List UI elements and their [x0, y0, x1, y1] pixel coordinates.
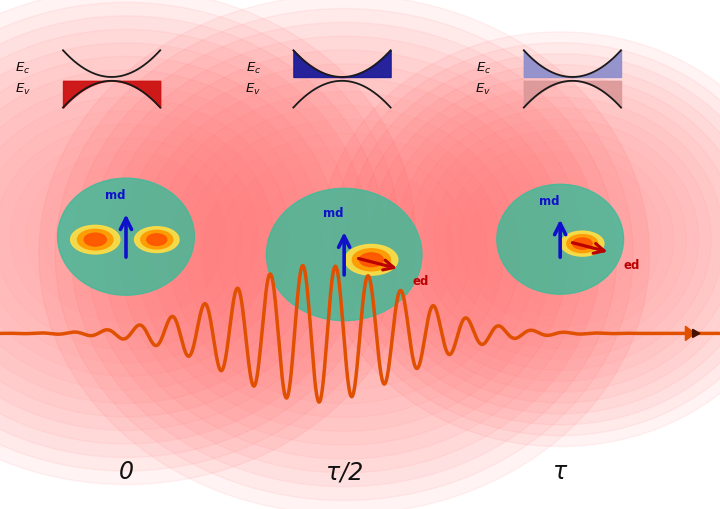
Ellipse shape — [497, 184, 624, 294]
Text: $E_c$: $E_c$ — [246, 61, 261, 76]
Text: 0: 0 — [119, 460, 133, 485]
Ellipse shape — [561, 231, 604, 256]
Text: md: md — [539, 194, 559, 208]
Ellipse shape — [359, 253, 383, 267]
Ellipse shape — [572, 238, 592, 249]
Text: ed: ed — [413, 275, 429, 288]
Text: md: md — [323, 207, 343, 220]
Text: ed: ed — [624, 259, 639, 271]
Ellipse shape — [321, 32, 720, 446]
Text: $E_v$: $E_v$ — [245, 81, 261, 97]
Text: τ/2: τ/2 — [325, 460, 363, 485]
Text: $E_v$: $E_v$ — [475, 81, 491, 97]
Ellipse shape — [147, 234, 167, 245]
Ellipse shape — [0, 0, 415, 485]
Ellipse shape — [78, 230, 113, 250]
Text: $E_c$: $E_c$ — [476, 61, 491, 76]
Ellipse shape — [333, 43, 720, 436]
Ellipse shape — [55, 9, 633, 500]
Ellipse shape — [567, 235, 598, 252]
Polygon shape — [685, 326, 695, 341]
Ellipse shape — [266, 188, 422, 321]
Text: $E_v$: $E_v$ — [14, 81, 30, 97]
Text: $E_c$: $E_c$ — [15, 61, 30, 76]
Ellipse shape — [39, 0, 649, 509]
Ellipse shape — [135, 227, 179, 252]
Polygon shape — [693, 329, 700, 337]
Ellipse shape — [352, 249, 390, 271]
Ellipse shape — [141, 231, 173, 249]
Ellipse shape — [71, 225, 120, 254]
Text: md: md — [105, 189, 125, 203]
Ellipse shape — [84, 233, 107, 246]
Ellipse shape — [58, 178, 194, 295]
Ellipse shape — [345, 244, 398, 275]
Text: τ: τ — [553, 460, 567, 485]
Ellipse shape — [0, 3, 400, 471]
